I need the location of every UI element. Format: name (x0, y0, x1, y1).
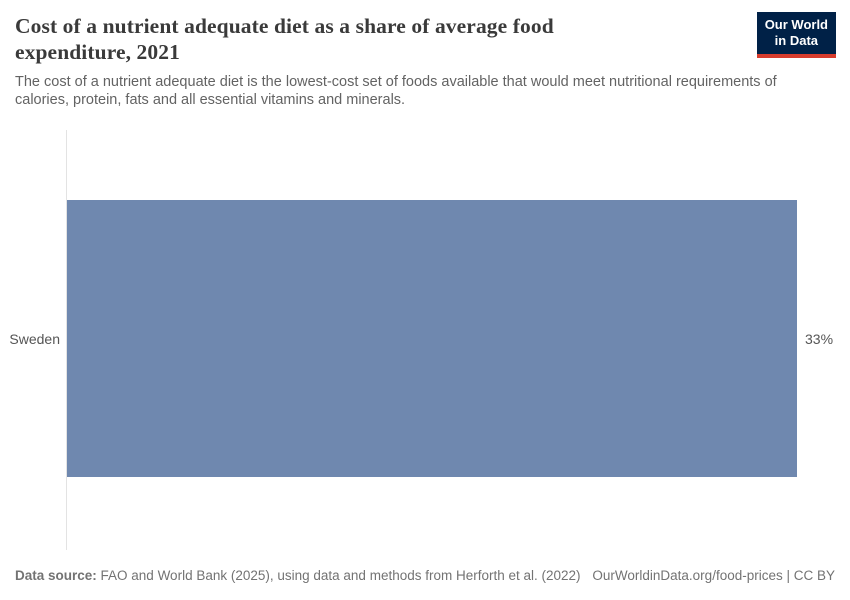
value-label-sweden: 33% (805, 331, 834, 347)
owid-url-license-link[interactable]: OurWorldinData.org/food-prices | CC BY (592, 568, 835, 583)
y-axis-line (66, 130, 67, 550)
data-source-note: Data source: FAO and World Bank (2025), … (15, 568, 581, 583)
owid-logo-text-line1: Our World (764, 17, 828, 32)
owid-logo-text-line2: in Data (774, 33, 819, 49)
chart-subtitle: The cost of a nutrient adequate diet is … (15, 74, 777, 108)
data-source-text: FAO and World Bank (2025), using data an… (96, 568, 581, 583)
owid-logo[interactable]: Our World in Data (756, 12, 836, 58)
entity-label-sweden: Sweden (9, 331, 60, 347)
chart-title: Cost of a nutrient adequate diet as a sh… (15, 14, 554, 65)
data-source-label: Data source: (15, 568, 97, 583)
bar-sweden[interactable] (67, 200, 797, 477)
chart-footer: Data source: FAO and World Bank (2025), … (15, 568, 835, 583)
